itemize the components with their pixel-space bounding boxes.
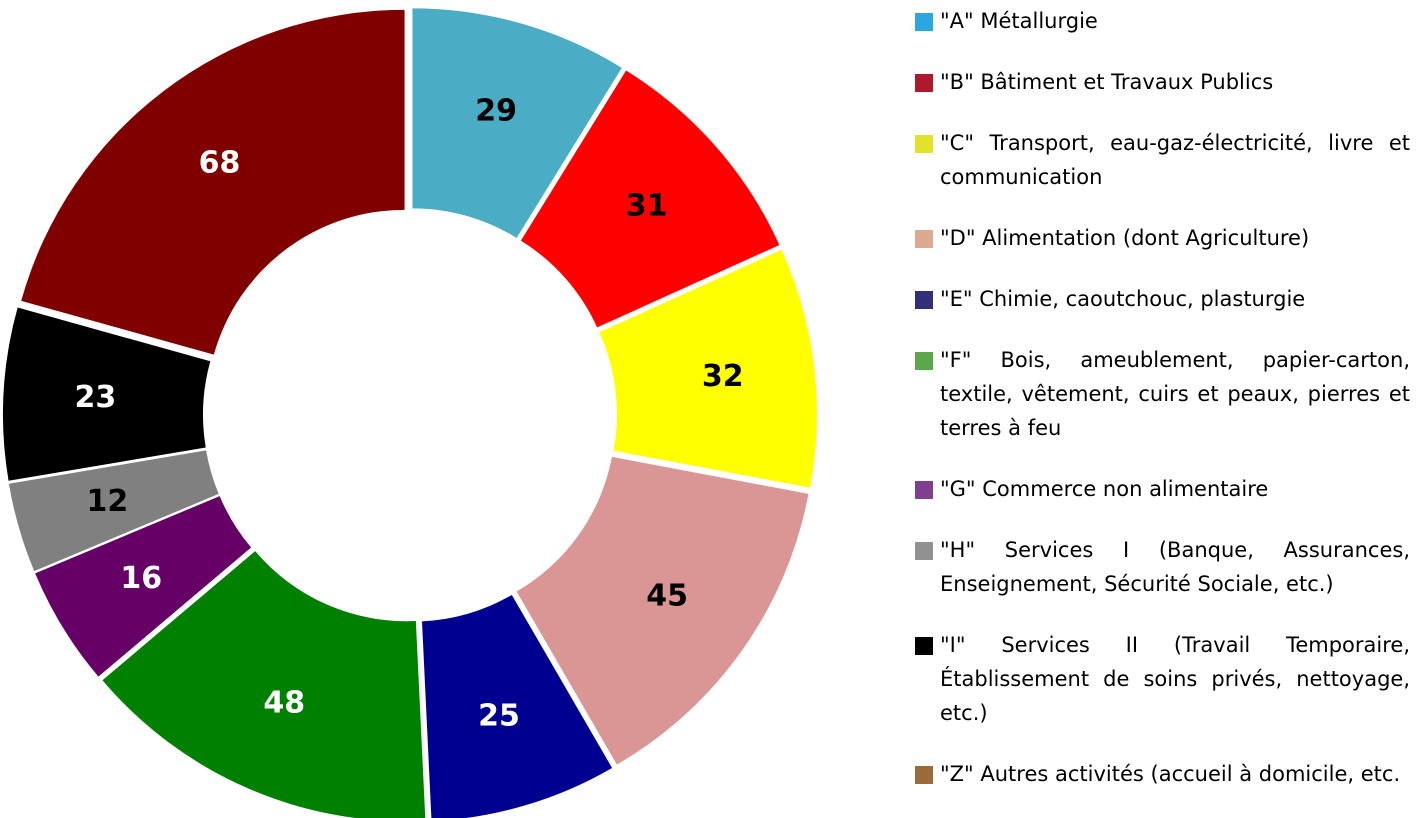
legend-item: "C" Transport, eau-gaz-électricité, livr…: [915, 126, 1410, 194]
legend-label: "A" Métallurgie: [940, 9, 1098, 33]
legend-item: "D" Alimentation (dont Agriculture): [915, 221, 1410, 255]
slice: [520, 70, 780, 328]
slice: [421, 594, 613, 818]
data-label: 16: [120, 561, 162, 596]
legend-item: "B" Bâtiment et Travaux Publics: [915, 65, 1410, 99]
legend-label: "F" Bois, ameublement, papier-carton, te…: [940, 348, 1410, 440]
slice: [516, 456, 809, 765]
data-label: 32: [702, 359, 744, 394]
data-label: 25: [478, 699, 520, 734]
legend-label: "C" Transport, eau-gaz-électricité, livr…: [940, 131, 1410, 189]
legend-item: "A" Métallurgie: [915, 4, 1410, 38]
legend-label: "G" Commerce non alimentaire: [940, 477, 1269, 501]
legend-swatch: [915, 135, 933, 153]
legend-swatch: [915, 291, 933, 309]
legend-item: "G" Commerce non alimentaire: [915, 472, 1410, 506]
chart: 29 31 32 45 25 48 16 12 23 68: [3, 8, 817, 818]
slice: [102, 551, 426, 818]
slice: [599, 249, 817, 488]
legend-swatch: [915, 230, 933, 248]
data-label: 31: [626, 189, 668, 224]
legend-swatch: [915, 352, 933, 370]
slice: [8, 450, 219, 572]
slice: [3, 307, 211, 481]
legend-swatch: [915, 13, 933, 31]
legend-label: "I" Services II (Travail Temporaire, Éta…: [940, 633, 1410, 725]
legend-swatch: [915, 481, 933, 499]
legend-item: "F" Bois, ameublement, papier-carton, te…: [915, 343, 1410, 445]
data-label: 48: [263, 685, 305, 720]
legend: "A" Métallurgie "B" Bâtiment et Travaux P…: [915, 4, 1410, 818]
data-label: 45: [646, 578, 688, 613]
legend-label: "D" Alimentation (dont Agriculture): [940, 226, 1310, 250]
legend-item: "I" Services II (Travail Temporaire, Éta…: [915, 628, 1410, 730]
data-label: 68: [199, 146, 241, 181]
legend-swatch: [915, 766, 933, 784]
data-label: 23: [75, 380, 117, 415]
legend-item: "E" Chimie, caoutchouc, plasturgie: [915, 282, 1410, 316]
data-label: 29: [475, 94, 517, 129]
data-label: 12: [87, 484, 129, 519]
legend-item: "Z" Autres activités (accueil à domicile…: [915, 757, 1410, 791]
slice: [412, 8, 622, 238]
legend-label: "Z" Autres activités (accueil à domicile…: [940, 762, 1401, 786]
slice: [35, 496, 252, 677]
legend-label: "B" Bâtiment et Travaux Publics: [940, 70, 1274, 94]
legend-swatch: [915, 542, 933, 560]
legend-swatch: [915, 74, 933, 92]
legend-swatch: [915, 637, 933, 655]
slice: [21, 9, 405, 355]
legend-label: "H" Services I (Banque, Assurances, Ense…: [940, 538, 1410, 596]
legend-label: "E" Chimie, caoutchouc, plasturgie: [940, 287, 1306, 311]
legend-item: "H" Services I (Banque, Assurances, Ense…: [915, 533, 1410, 601]
